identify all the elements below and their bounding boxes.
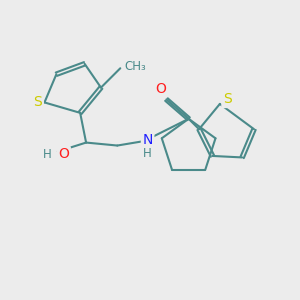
Text: S: S <box>34 95 42 110</box>
Text: O: O <box>156 82 167 96</box>
Text: S: S <box>223 92 232 106</box>
Text: O: O <box>58 148 69 161</box>
Text: H: H <box>143 147 152 160</box>
Text: H: H <box>43 148 52 161</box>
Text: CH₃: CH₃ <box>125 60 146 73</box>
Text: N: N <box>142 133 153 147</box>
